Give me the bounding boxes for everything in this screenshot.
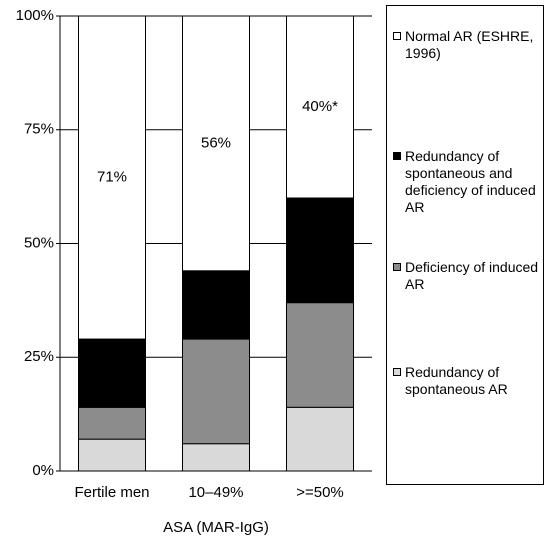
bar-segment (286, 15, 354, 199)
legend-item: Redundancy of spontaneous and deficiency… (393, 148, 541, 216)
legend-swatch (393, 32, 401, 40)
x-axis-title: ASA (MAR-IgG) (163, 519, 269, 536)
legend-label: Deficiency of induced AR (405, 259, 539, 292)
y-tick-label: 100% (16, 7, 54, 24)
legend-label: Redundancy of spontaneous AR (405, 364, 508, 397)
bar-segment (182, 270, 250, 340)
bar-segment (78, 338, 146, 408)
bar-segment (78, 15, 146, 340)
y-tick-label: 25% (24, 348, 54, 365)
bar-segment (286, 406, 354, 472)
bar-segment (78, 438, 146, 472)
x-tick-label: >=50% (296, 484, 344, 501)
bar-segment (286, 197, 354, 304)
data-label: 56% (201, 134, 231, 151)
legend-item: Normal AR (ESHRE, 1996) (393, 28, 541, 62)
bar-segment (182, 443, 250, 472)
data-label: 71% (97, 168, 127, 185)
x-tick-label: Fertile men (74, 484, 149, 501)
legend-label: Normal AR (ESHRE, 1996) (405, 28, 534, 61)
bar-segment (286, 302, 354, 408)
y-tick-label: 0% (32, 462, 54, 479)
legend-label: Redundancy of spontaneous and deficiency… (405, 148, 536, 215)
bar-segment (78, 406, 146, 440)
legend-swatch (393, 368, 401, 376)
legend-item: Redundancy of spontaneous AR (393, 364, 541, 398)
x-tick-label: 10–49% (188, 484, 243, 501)
bar-segment (182, 15, 250, 272)
y-tick-label: 50% (24, 234, 54, 251)
legend: Normal AR (ESHRE, 1996) Redundancy of spo… (386, 5, 544, 485)
data-label: 40%* (302, 98, 338, 115)
y-tick-label: 75% (24, 121, 54, 138)
legend-swatch (393, 152, 401, 160)
legend-swatch (393, 263, 401, 271)
bar-segment (182, 338, 250, 445)
legend-item: Deficiency of induced AR (393, 259, 541, 293)
